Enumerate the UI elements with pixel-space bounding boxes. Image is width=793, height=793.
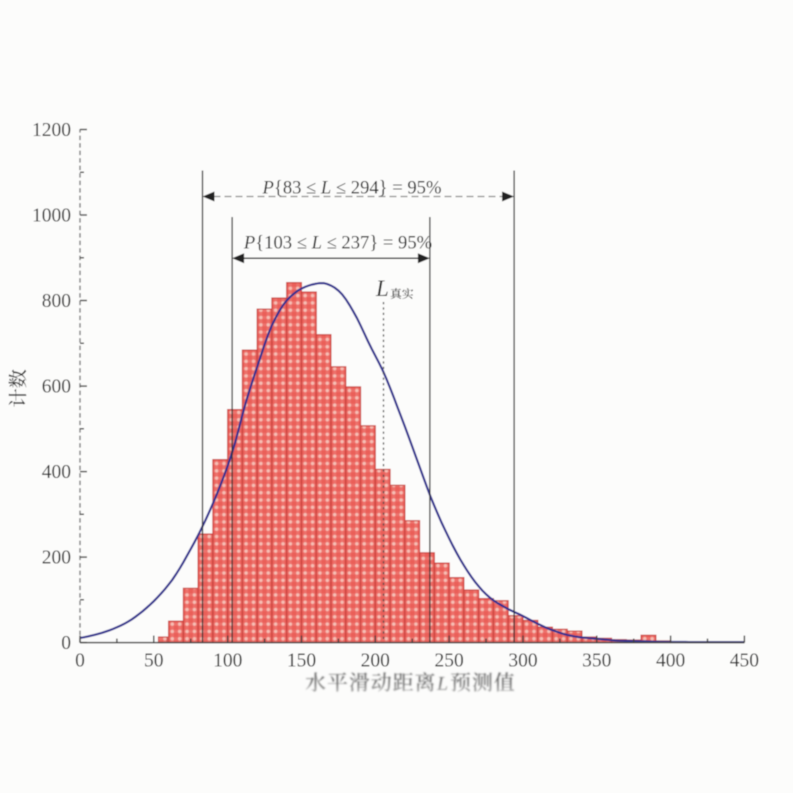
svg-text:P{103 ≤ L ≤ 237} = 95%: P{103 ≤ L ≤ 237} = 95% (243, 233, 432, 254)
svg-text:0: 0 (75, 651, 85, 672)
svg-text:0: 0 (61, 633, 71, 654)
svg-text:200: 200 (42, 547, 71, 568)
svg-text:450: 450 (730, 651, 759, 672)
svg-text:L: L (375, 276, 389, 301)
svg-text:300: 300 (508, 651, 537, 672)
svg-text:200: 200 (361, 651, 390, 672)
svg-text:50: 50 (144, 651, 164, 672)
svg-text:P{83 ≤ L ≤ 294} = 95%: P{83 ≤ L ≤ 294} = 95% (262, 177, 442, 198)
svg-text:250: 250 (434, 651, 463, 672)
svg-text:1000: 1000 (32, 205, 71, 226)
svg-text:800: 800 (42, 291, 71, 312)
svg-text:400: 400 (42, 462, 71, 483)
svg-text:600: 600 (42, 376, 71, 397)
svg-text:1200: 1200 (32, 120, 71, 141)
svg-text:350: 350 (582, 651, 611, 672)
svg-text:L: L (436, 673, 448, 695)
svg-text:400: 400 (656, 651, 685, 672)
svg-text:150: 150 (287, 651, 316, 672)
svg-text:100: 100 (213, 651, 242, 672)
